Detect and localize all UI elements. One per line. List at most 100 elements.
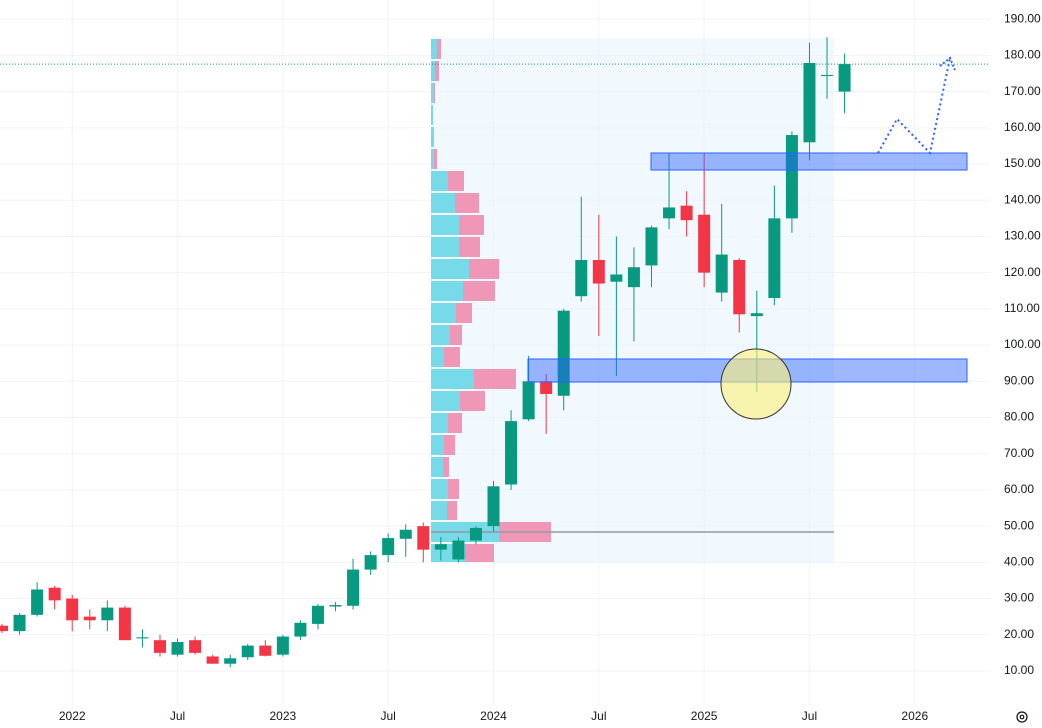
candle-body	[540, 381, 553, 394]
y-tick-label: 80.00	[1004, 410, 1034, 424]
volume-profile-down	[450, 325, 462, 345]
volume-profile-down	[447, 501, 457, 520]
volume-profile-down	[469, 259, 499, 279]
candle-body	[118, 607, 131, 641]
candle-body	[48, 587, 61, 601]
candle-body	[785, 135, 798, 219]
y-tick-label: 110.00	[1004, 301, 1040, 315]
y-tick-label: 90.00	[1004, 373, 1034, 387]
candle-body	[311, 605, 324, 624]
volume-profile-up	[431, 413, 448, 433]
volume-profile-up	[431, 435, 444, 455]
candle-body	[434, 544, 447, 550]
volume-profile-down	[459, 215, 484, 235]
axes: 10.00 20.00 30.00 40.00 50.00 60.00 70.00 80.00…	[59, 11, 1041, 723]
candle-body	[276, 636, 289, 655]
candle-body	[557, 310, 570, 396]
candle-body	[83, 616, 96, 621]
candle-body	[294, 622, 307, 637]
zone-rectangle	[650, 152, 968, 171]
candle-body	[171, 641, 184, 655]
x-tick-label: Jul	[170, 709, 185, 723]
projection-path	[877, 57, 951, 156]
y-tick-label: 190.00	[1004, 11, 1041, 25]
candles	[0, 37, 990, 668]
candle-body	[452, 540, 465, 560]
volume-profile-up	[431, 237, 459, 257]
volume-profile-down	[456, 303, 472, 323]
volume-profile-down	[448, 413, 462, 433]
candle-body	[663, 207, 676, 219]
y-tick-label: 40.00	[1004, 555, 1034, 569]
volume-profile-down	[448, 479, 459, 499]
candle-body	[487, 486, 500, 527]
y-tick-label: 70.00	[1004, 446, 1034, 460]
y-tick-label: 20.00	[1004, 627, 1034, 641]
volume-profile-up	[431, 281, 463, 301]
x-tick-label: 2022	[59, 709, 86, 723]
candle-body	[803, 63, 816, 143]
candle-body	[698, 214, 711, 273]
candle-body	[522, 381, 535, 420]
candle-body	[347, 569, 360, 606]
volume-profile-down	[437, 39, 441, 59]
candle-body	[66, 598, 79, 621]
candle-body	[575, 259, 588, 297]
x-tick-label: 2023	[270, 709, 297, 723]
candle-body	[417, 526, 430, 550]
candle-body	[189, 640, 202, 653]
candle-body	[821, 74, 834, 77]
y-tick-label: 10.00	[1004, 663, 1034, 677]
candle-body	[838, 64, 851, 92]
y-tick-label: 100.00	[1004, 337, 1041, 351]
volume-profile-range	[431, 38, 834, 563]
x-tick-label: Jul	[802, 709, 817, 723]
y-tick-label: 170.00	[1004, 84, 1041, 98]
candle-body	[469, 527, 482, 541]
x-tick-label: 2025	[691, 709, 718, 723]
y-tick-label: 140.00	[1004, 192, 1041, 206]
y-tick-label: 60.00	[1004, 482, 1034, 496]
volume-profile-up	[431, 303, 456, 323]
volume-profile-up	[431, 193, 455, 213]
volume-profile-down	[434, 83, 435, 103]
volume-profile-up	[431, 391, 460, 411]
candle-body	[153, 640, 166, 653]
candle-body	[505, 421, 518, 485]
candle-body	[680, 205, 693, 221]
candle-body	[399, 529, 412, 539]
x-tick-label: Jul	[381, 709, 396, 723]
candle-body	[224, 658, 237, 664]
volume-profile-up	[431, 105, 433, 125]
candle-body	[592, 259, 605, 284]
volume-profile-up	[431, 39, 437, 59]
candle-body	[13, 614, 26, 632]
candle-body	[101, 607, 114, 621]
y-tick-label: 130.00	[1004, 229, 1041, 243]
x-tick-label: 2026	[901, 709, 928, 723]
volume-profile-up	[431, 479, 448, 499]
volume-profile-up	[431, 171, 448, 191]
candle-body	[750, 313, 763, 317]
volume-profile-down	[444, 435, 455, 455]
volume-profile-up	[431, 457, 443, 477]
volume-profile-down	[435, 61, 439, 81]
volume-profile-down	[459, 237, 480, 257]
volume-profile-down	[443, 457, 449, 477]
candle-body	[733, 259, 746, 315]
candle-body	[364, 555, 377, 570]
candle-body	[329, 605, 342, 607]
candle-body	[768, 218, 781, 299]
volume-profile-down	[434, 149, 437, 169]
candle-body	[627, 267, 640, 288]
y-tick-label: 120.00	[1004, 265, 1041, 279]
volume-profile-down	[463, 281, 495, 301]
settings-icon[interactable]	[1016, 711, 1028, 723]
volume-profile-up	[431, 501, 447, 520]
y-tick-label: 50.00	[1004, 518, 1034, 532]
candle-body	[382, 538, 395, 556]
candle-body	[715, 254, 728, 293]
candle-body	[610, 274, 623, 282]
x-tick-label: 2024	[480, 709, 507, 723]
